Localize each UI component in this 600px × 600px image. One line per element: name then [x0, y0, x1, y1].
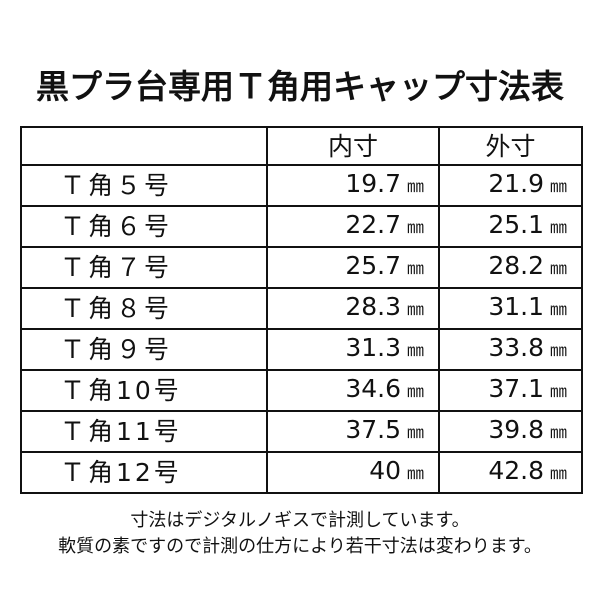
table-row: Ｔ角７号 25.7 ㎜ 28.2 ㎜: [20, 246, 583, 289]
outer-cell: 21.9 ㎜: [438, 164, 583, 207]
unit-label: ㎜: [407, 423, 424, 443]
outer-value: 37.1: [488, 374, 544, 403]
note-line: 寸法はデジタルノギスで計測しています。: [130, 510, 470, 531]
header-outer: 外寸: [438, 126, 583, 166]
size-cell: Ｔ角８号: [20, 287, 268, 330]
inner-value: 37.5: [345, 415, 401, 444]
table-row: Ｔ角８号 28.3 ㎜ 31.1 ㎜: [20, 287, 583, 330]
outer-value: 25.1: [488, 210, 544, 239]
table-row: Ｔ角11号 37.5 ㎜ 39.8 ㎜: [20, 410, 583, 453]
inner-cell: 40 ㎜: [266, 451, 440, 494]
inner-cell: 28.3 ㎜: [266, 287, 440, 330]
outer-cell: 33.8 ㎜: [438, 328, 583, 371]
inner-value: 31.3: [345, 333, 401, 362]
outer-cell: 25.1 ㎜: [438, 205, 583, 248]
outer-value: 33.8: [488, 333, 544, 362]
inner-value: 40: [369, 456, 401, 485]
inner-cell: 34.6 ㎜: [266, 369, 440, 412]
header-empty: [20, 126, 268, 166]
outer-cell: 37.1 ㎜: [438, 369, 583, 412]
inner-value: 25.7: [345, 251, 401, 280]
outer-cell: 28.2 ㎜: [438, 246, 583, 289]
table-row: Ｔ角５号 19.7 ㎜ 21.9 ㎜: [20, 164, 583, 207]
unit-label: ㎜: [407, 464, 424, 484]
outer-value: 42.8: [488, 456, 544, 485]
table-row: Ｔ角９号 31.3 ㎜ 33.8 ㎜: [20, 328, 583, 371]
inner-cell: 31.3 ㎜: [266, 328, 440, 371]
unit-label: ㎜: [407, 259, 424, 279]
inner-cell: 25.7 ㎜: [266, 246, 440, 289]
inner-value: 28.3: [345, 292, 401, 321]
size-cell: Ｔ角12号: [20, 451, 268, 494]
inner-value: 34.6: [345, 374, 401, 403]
outer-value: 21.9: [488, 169, 544, 198]
size-cell: Ｔ角５号: [20, 164, 268, 207]
unit-label: ㎜: [407, 300, 424, 320]
unit-label: ㎜: [407, 177, 424, 197]
page-title: 黒プラ台専用Ｔ角用キャップ寸法表: [36, 67, 564, 106]
unit-label: ㎜: [550, 218, 567, 238]
unit-label: ㎜: [550, 423, 567, 443]
table-row: Ｔ角10号 34.6 ㎜ 37.1 ㎜: [20, 369, 583, 412]
unit-label: ㎜: [550, 341, 567, 361]
notes: 寸法はデジタルノギスで計測しています。 軟質の素ですので計測の仕方により若干寸法…: [0, 508, 600, 560]
unit-label: ㎜: [407, 341, 424, 361]
inner-cell: 37.5 ㎜: [266, 410, 440, 453]
outer-value: 28.2: [488, 251, 544, 280]
outer-cell: 31.1 ㎜: [438, 287, 583, 330]
unit-label: ㎜: [407, 382, 424, 402]
table-header-row: 内寸 外寸: [20, 126, 583, 166]
inner-value: 19.7: [345, 169, 401, 198]
inner-cell: 22.7 ㎜: [266, 205, 440, 248]
header-inner: 内寸: [266, 126, 440, 166]
inner-cell: 19.7 ㎜: [266, 164, 440, 207]
size-cell: Ｔ角６号: [20, 205, 268, 248]
note-line: 軟質の素ですので計測の仕方により若干寸法は変わります。: [58, 536, 542, 557]
size-cell: Ｔ角10号: [20, 369, 268, 412]
unit-label: ㎜: [550, 177, 567, 197]
size-cell: Ｔ角11号: [20, 410, 268, 453]
unit-label: ㎜: [550, 259, 567, 279]
table-row: Ｔ角６号 22.7 ㎜ 25.1 ㎜: [20, 205, 583, 248]
unit-label: ㎜: [550, 464, 567, 484]
outer-cell: 42.8 ㎜: [438, 451, 583, 494]
unit-label: ㎜: [407, 218, 424, 238]
inner-value: 22.7: [345, 210, 401, 239]
size-cell: Ｔ角７号: [20, 246, 268, 289]
dimension-table: 内寸 外寸 Ｔ角５号 19.7 ㎜ 21.9 ㎜ Ｔ角６号 22.7 ㎜ 25.1 ㎜ Ｔ角７号 25…: [20, 126, 583, 494]
outer-value: 39.8: [488, 415, 544, 444]
outer-cell: 39.8 ㎜: [438, 410, 583, 453]
unit-label: ㎜: [550, 300, 567, 320]
size-cell: Ｔ角９号: [20, 328, 268, 371]
outer-value: 31.1: [488, 292, 544, 321]
unit-label: ㎜: [550, 382, 567, 402]
table-row: Ｔ角12号 40 ㎜ 42.8 ㎜: [20, 451, 583, 494]
